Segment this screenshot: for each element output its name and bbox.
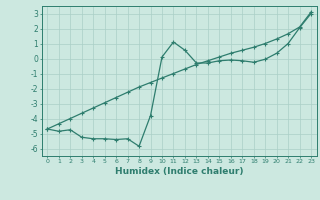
X-axis label: Humidex (Indice chaleur): Humidex (Indice chaleur) — [115, 167, 244, 176]
